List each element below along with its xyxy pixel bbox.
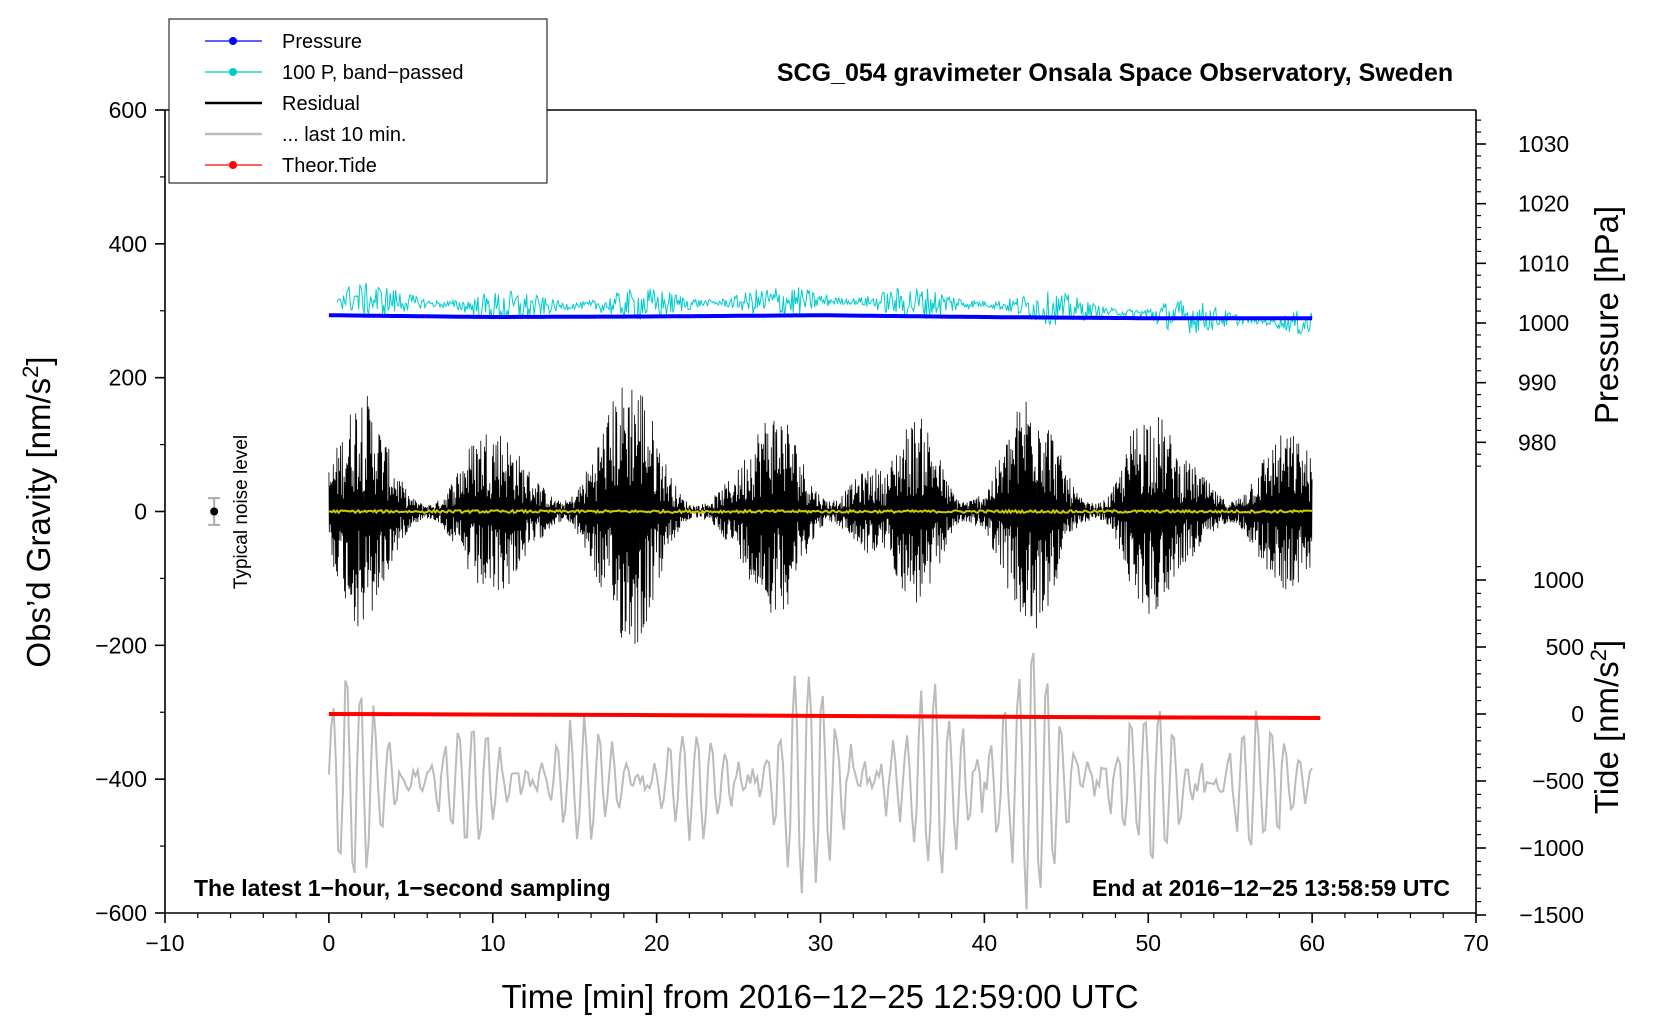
series-theor-tide-line	[328, 712, 1321, 720]
x-tick-label: −10	[145, 930, 184, 956]
y-axis-title-pressure: Pressure [hPa]	[1588, 206, 1625, 424]
y-axis-title-left-end: ]	[20, 356, 57, 365]
tide-tick-label: −1000	[1519, 835, 1584, 861]
y-axis-title-left-sup: 2	[18, 366, 43, 378]
tide-tick-label: 1000	[1533, 567, 1584, 593]
note-end-time: End at 2016−12−25 13:58:59 UTC	[1092, 875, 1450, 901]
legend-marker	[229, 37, 237, 45]
series-layer	[327, 283, 1321, 910]
x-tick-label: 0	[322, 930, 335, 956]
chart-title: SCG_054 gravimeter Onsala Space Observat…	[777, 59, 1453, 87]
pressure-tick-label: 1030	[1518, 131, 1569, 157]
legend: Pressure 100 P, band−passed Residual ... la…	[168, 18, 548, 184]
ticks-layer: −10 0 10 20 30 40 50 60 70−600−400−2000200400600…	[95, 97, 1584, 956]
y-tick-label-left: 200	[109, 365, 147, 391]
x-tick-label: 40	[972, 930, 998, 956]
series-yellow-trace-line	[328, 508, 1313, 515]
legend-box	[168, 18, 548, 184]
legend-marker	[229, 68, 237, 76]
noise-error-point	[210, 507, 219, 516]
pressure-tick-label: 1010	[1518, 250, 1569, 276]
legend-marker	[229, 161, 237, 169]
legend-label: 100 P, band−passed	[282, 62, 463, 84]
legend-label: Residual	[282, 93, 360, 115]
y-tick-label-left: −400	[95, 766, 147, 792]
series-last-10-min-line	[327, 652, 1313, 910]
tide-tick-label: −500	[1532, 768, 1584, 794]
legend-label: ... last 10 min.	[282, 124, 407, 146]
series-residual-line	[328, 387, 1313, 644]
pressure-tick-label: 1000	[1518, 310, 1569, 336]
y-tick-label-left: −200	[95, 632, 147, 658]
x-tick-label: 10	[480, 930, 506, 956]
y-tick-label-left: −600	[95, 900, 147, 926]
y-axis-title-tide-main: Tide [nm/s	[1588, 661, 1625, 814]
y-tick-label-left: 600	[109, 97, 147, 123]
x-axis-title: Time [min] from 2016−12−25 12:59:00 UTC	[501, 978, 1138, 1015]
tide-tick-label: −1500	[1519, 902, 1584, 928]
noise-level-label: Typical noise level	[231, 435, 252, 589]
pressure-tick-label: 1020	[1518, 191, 1569, 217]
y-axis-title-tide-end: ]	[1588, 640, 1625, 649]
series-band-passed-line	[336, 283, 1313, 335]
legend-label: Theor.Tide	[282, 155, 377, 177]
tide-tick-label: 500	[1546, 634, 1584, 660]
y-axis-title-tide-sup: 2	[1586, 649, 1611, 661]
noise-level-indicator	[208, 497, 221, 526]
pressure-tick-label: 990	[1518, 370, 1556, 396]
y-axis-title-left-main: Obs’d Gravity [nm/s	[20, 378, 57, 668]
x-tick-label: 70	[1463, 930, 1489, 956]
pressure-tick-label: 980	[1518, 429, 1556, 455]
y-axis-title-left: Obs’d Gravity [nm/s2]	[18, 356, 57, 667]
series-pressure-line	[328, 313, 1313, 321]
legend-label: Pressure	[282, 31, 362, 53]
x-tick-label: 20	[644, 930, 670, 956]
note-latest-hour: The latest 1−hour, 1−second sampling	[194, 875, 611, 901]
x-tick-label: 30	[808, 930, 834, 956]
x-tick-label: 60	[1299, 930, 1325, 956]
x-tick-label: 50	[1135, 930, 1161, 956]
tide-tick-label: 0	[1571, 701, 1584, 727]
y-tick-label-left: 400	[109, 231, 147, 257]
y-axis-title-tide: Tide [nm/s2]	[1586, 640, 1625, 814]
y-tick-label-left: 0	[134, 499, 147, 525]
